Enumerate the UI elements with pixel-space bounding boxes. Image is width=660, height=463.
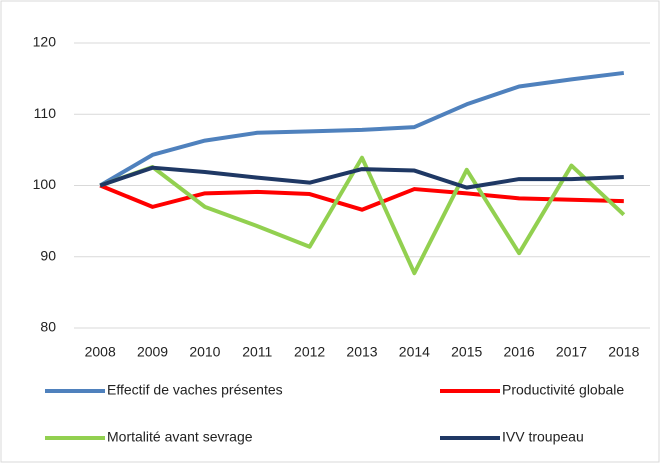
- legend-label: Effectif de vaches présentes: [107, 382, 283, 398]
- x-tick-label: 2018: [608, 344, 639, 360]
- y-tick-label: 100: [33, 176, 57, 192]
- y-tick-label: 120: [33, 34, 57, 50]
- x-tick-label: 2013: [346, 344, 377, 360]
- legend-label: Productivité globale: [502, 382, 624, 398]
- series-line: [99, 183, 624, 212]
- x-tick-label: 2009: [137, 344, 168, 360]
- x-tick-label: 2008: [85, 344, 116, 360]
- x-tick-label: 2015: [451, 344, 482, 360]
- x-tick-label: 2011: [242, 344, 272, 360]
- x-tick-label: 2010: [189, 344, 220, 360]
- legend-label: IVV troupeau: [502, 429, 584, 445]
- y-tick-label: 90: [40, 247, 56, 263]
- series-line: [99, 155, 626, 276]
- series-line: [99, 165, 624, 190]
- x-tick-label: 2012: [294, 344, 325, 360]
- x-tick-label: 2016: [504, 344, 535, 360]
- y-tick-label: 80: [40, 319, 56, 335]
- y-tick-label: 110: [34, 105, 57, 121]
- legend-label: Mortalité avant sevrage: [107, 429, 253, 445]
- x-tick-label: 2014: [399, 344, 430, 360]
- series-line: [99, 70, 625, 188]
- x-tick-label: 2017: [556, 344, 587, 360]
